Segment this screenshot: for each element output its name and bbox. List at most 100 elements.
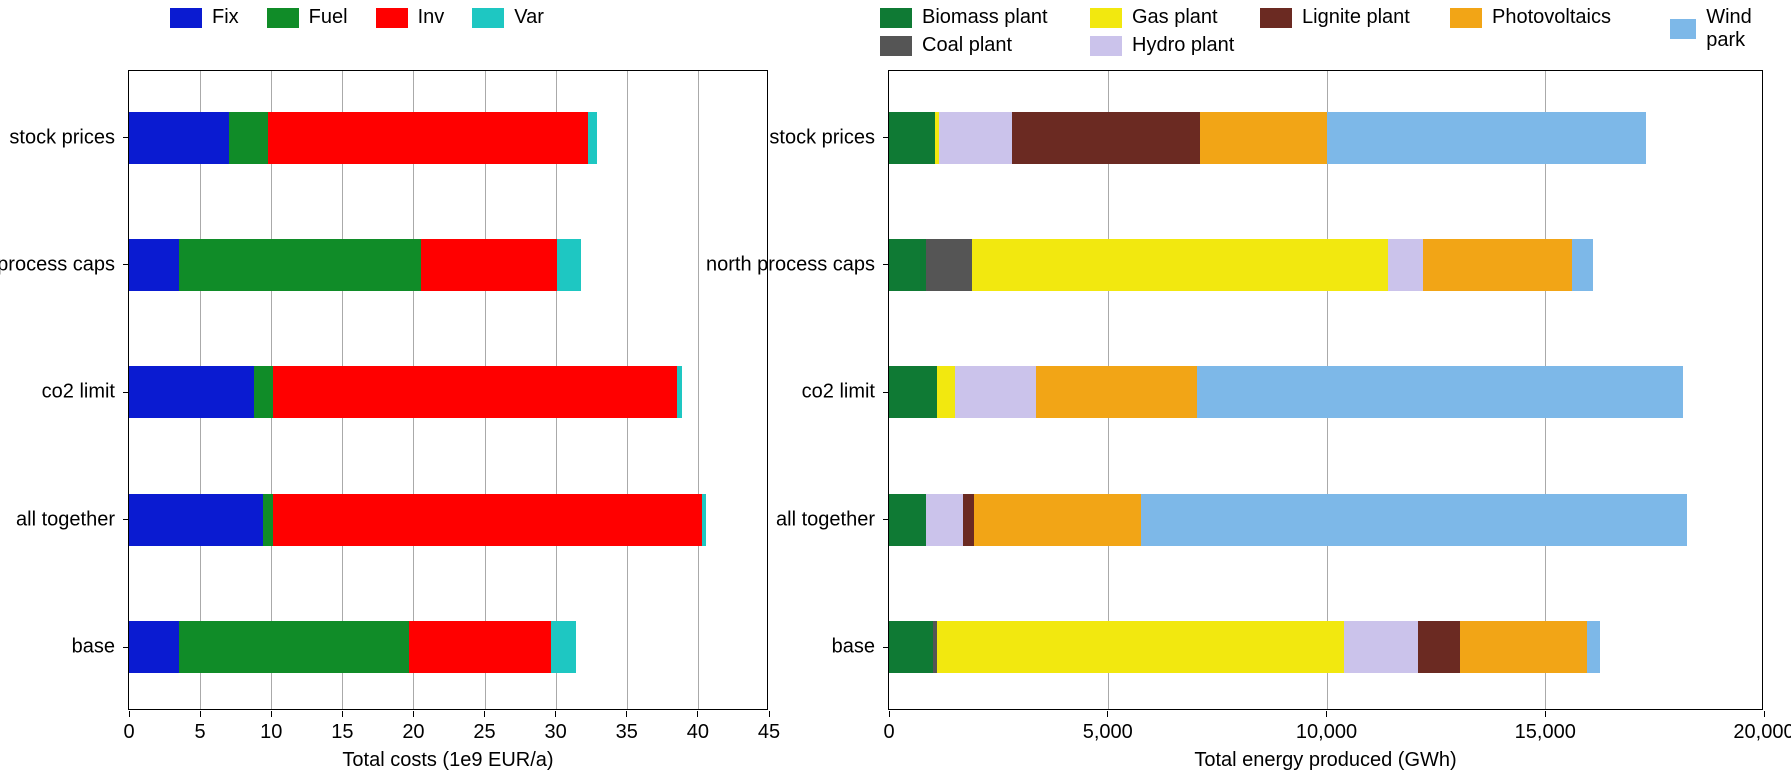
ytick [883, 519, 889, 520]
bar-segment [1418, 621, 1460, 673]
bar-row [889, 112, 1762, 164]
ytick-label: all together [675, 508, 875, 531]
xtick-label: 5 [195, 721, 206, 744]
xtick-label: 5,000 [1083, 721, 1133, 744]
ytick [883, 647, 889, 648]
xtick-label: 40 [687, 721, 709, 744]
tick [1764, 711, 1765, 717]
ytick-label: stock prices [675, 126, 875, 149]
xtick-label: 45 [758, 721, 780, 744]
ytick [883, 137, 889, 138]
left-plot: 051015202530354045stock pricesnorth proc… [128, 70, 768, 710]
legend-item: Hydro plant [1090, 34, 1234, 57]
ytick [883, 264, 889, 265]
bar-segment [972, 239, 1388, 291]
legend-label: Photovoltaics [1492, 6, 1611, 29]
legend-swatch [267, 8, 299, 28]
figure: { "layout": { "width": 1791, "height": 7… [0, 0, 1791, 762]
tick [1107, 711, 1108, 717]
ytick-label: co2 limit [675, 381, 875, 404]
tick [129, 711, 130, 717]
ytick-label: all together [0, 508, 115, 531]
tick [889, 711, 890, 717]
bar-segment [889, 621, 933, 673]
bar-row [889, 366, 1762, 418]
bar-segment [273, 366, 677, 418]
xlabel: Total energy produced (GWh) [889, 749, 1762, 772]
ytick [123, 264, 129, 265]
legend-label: Fuel [309, 6, 348, 29]
bar-segment [1036, 366, 1198, 418]
tick [200, 711, 201, 717]
bar-segment [229, 112, 269, 164]
tick [769, 711, 770, 717]
legend-item: Coal plant [880, 34, 1012, 57]
bar-segment [129, 239, 179, 291]
bar-segment [129, 621, 179, 673]
bar-segment [889, 494, 926, 546]
xtick-label: 15,000 [1515, 721, 1576, 744]
legend-item: Fix [170, 6, 239, 29]
legend-item: Lignite plant [1260, 6, 1410, 29]
ytick [123, 137, 129, 138]
bar-segment [421, 239, 558, 291]
legend-label: Hydro plant [1132, 34, 1234, 57]
bar-row [129, 239, 767, 291]
tick [697, 711, 698, 717]
tick [342, 711, 343, 717]
bar-segment [1327, 112, 1646, 164]
legend-swatch [170, 8, 202, 28]
tick [555, 711, 556, 717]
bar-segment [1200, 112, 1327, 164]
xtick-label: 0 [883, 721, 894, 744]
legend-label: Lignite plant [1302, 6, 1410, 29]
ytick-label: co2 limit [0, 381, 115, 404]
xtick-label: 30 [545, 721, 567, 744]
legend-label: Gas plant [1132, 6, 1218, 29]
ytick [123, 647, 129, 648]
bar-segment [937, 621, 1344, 673]
bar-segment [1587, 621, 1600, 673]
ytick-label: base [0, 636, 115, 659]
bar-segment [557, 239, 581, 291]
bar-segment [273, 494, 703, 546]
legend-item: Wind park [1670, 6, 1780, 52]
xtick-label: 10 [260, 721, 282, 744]
bar-segment [939, 112, 1011, 164]
bar-segment [1197, 366, 1683, 418]
tick [1326, 711, 1327, 717]
legend-label: Fix [212, 6, 239, 29]
legend-swatch [880, 36, 912, 56]
bar-row [129, 366, 767, 418]
bar-segment [937, 366, 955, 418]
bar-segment [1012, 112, 1200, 164]
bar-segment [974, 494, 1140, 546]
bar-segment [1344, 621, 1418, 673]
bar-segment [129, 112, 229, 164]
bar-segment [254, 366, 272, 418]
legend-costs: FixFuelInvVar [170, 6, 690, 33]
xtick-label: 15 [331, 721, 353, 744]
legend-swatch [472, 8, 504, 28]
legend-swatch [1090, 8, 1122, 28]
bar-segment [179, 621, 409, 673]
ytick-label: north process caps [0, 253, 115, 276]
bar-segment [889, 112, 935, 164]
bar-segment [1423, 239, 1572, 291]
legend-energy: Biomass plant Gas plant Lignite plant Photo… [880, 6, 1780, 66]
legend-label: Wind park [1706, 6, 1780, 52]
bar-row [889, 239, 1762, 291]
bar-segment [588, 112, 597, 164]
tick [484, 711, 485, 717]
bar-segment [551, 621, 575, 673]
bar-segment [409, 621, 551, 673]
bar-segment [963, 494, 974, 546]
bar-row [889, 621, 1762, 673]
legend-label: Biomass plant [922, 6, 1048, 29]
xtick-label: 0 [123, 721, 134, 744]
bar-segment [926, 494, 963, 546]
bar-row [129, 621, 767, 673]
ytick-label: base [675, 636, 875, 659]
bar-segment [129, 494, 263, 546]
legend-item: Var [472, 6, 544, 29]
